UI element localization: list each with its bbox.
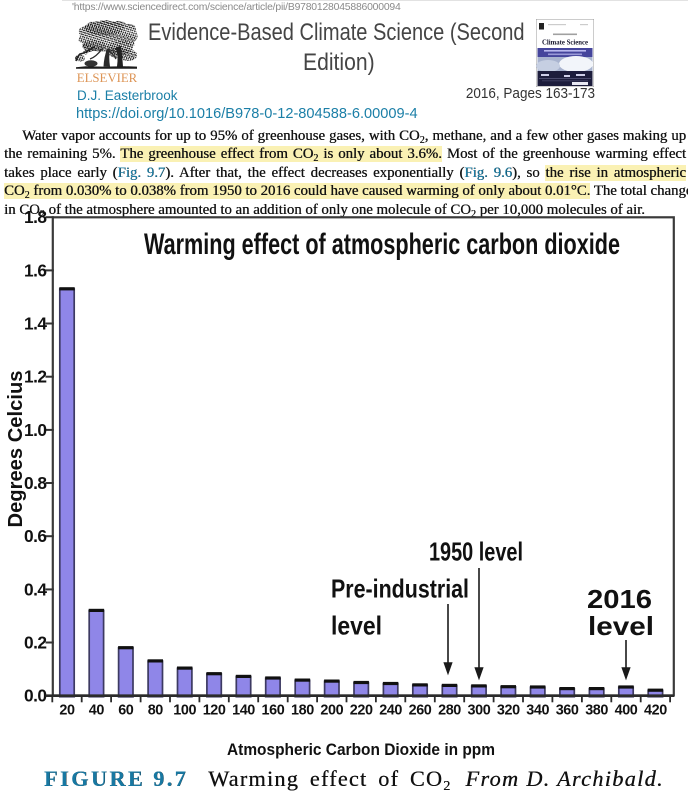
svg-text:260: 260 xyxy=(409,703,432,719)
svg-text:Atmospheric Carbon Dioxide in: Atmospheric Carbon Dioxide in ppm xyxy=(227,740,495,759)
svg-text:240: 240 xyxy=(379,703,402,719)
svg-text:1.8: 1.8 xyxy=(24,207,47,227)
svg-text:140: 140 xyxy=(232,703,255,719)
svg-text:120: 120 xyxy=(203,703,226,719)
svg-text:Warming effect of atmospheric: Warming effect of atmospheric carbon dio… xyxy=(144,228,620,261)
svg-text:0.0: 0.0 xyxy=(24,686,47,706)
svg-text:level: level xyxy=(588,611,654,641)
svg-text:60: 60 xyxy=(118,703,134,719)
svg-text:0.2: 0.2 xyxy=(24,633,47,653)
svg-text:400: 400 xyxy=(615,703,638,719)
svg-text:1.2: 1.2 xyxy=(24,367,47,387)
svg-text:20: 20 xyxy=(59,703,75,719)
svg-text:ELSEVIER: ELSEVIER xyxy=(77,71,138,85)
svg-text:320: 320 xyxy=(497,703,520,719)
svg-text:1950 level: 1950 level xyxy=(429,537,523,567)
svg-text:0.8: 0.8 xyxy=(24,473,47,493)
svg-text:100: 100 xyxy=(173,703,196,719)
svg-text:180: 180 xyxy=(291,703,314,719)
svg-text:200: 200 xyxy=(320,703,343,719)
svg-text:380: 380 xyxy=(585,703,608,719)
svg-text:0.4: 0.4 xyxy=(24,579,47,599)
svg-text:0.6: 0.6 xyxy=(24,526,47,546)
svg-text:1.4: 1.4 xyxy=(24,314,47,334)
svg-text:340: 340 xyxy=(526,703,549,719)
svg-text:1.6: 1.6 xyxy=(24,260,47,280)
svg-text:Pre-industrial: Pre-industrial xyxy=(331,574,469,604)
svg-text:1.0: 1.0 xyxy=(24,420,47,440)
svg-text:280: 280 xyxy=(438,703,461,719)
svg-text:220: 220 xyxy=(350,703,373,719)
svg-text:300: 300 xyxy=(467,703,490,719)
svg-text:2016: 2016 xyxy=(587,584,652,614)
svg-text:40: 40 xyxy=(89,703,105,719)
svg-text:Degrees Celcius: Degrees Celcius xyxy=(5,371,27,528)
svg-text:160: 160 xyxy=(261,703,284,719)
svg-text:Climate Science: Climate Science xyxy=(542,39,588,47)
svg-text:80: 80 xyxy=(148,703,164,719)
svg-text:420: 420 xyxy=(644,703,667,719)
svg-text:360: 360 xyxy=(556,703,579,719)
svg-text:level: level xyxy=(331,611,382,641)
